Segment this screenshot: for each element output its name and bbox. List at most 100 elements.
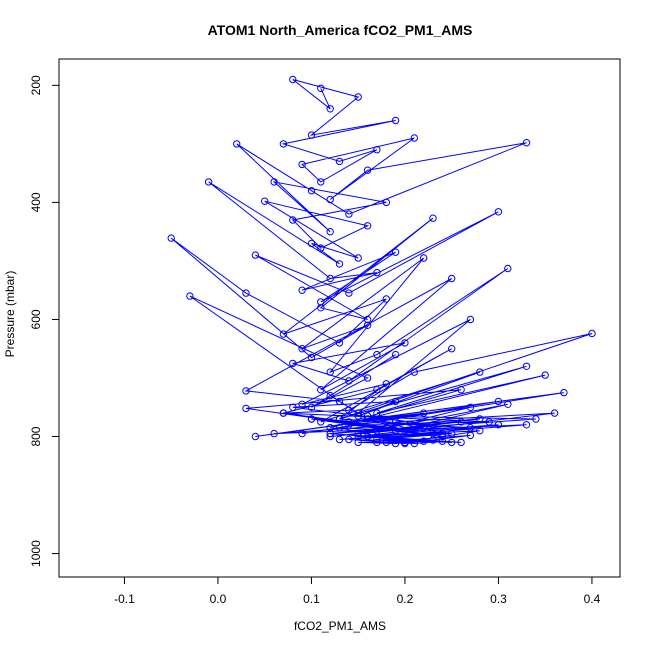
data-point	[382, 198, 390, 207]
data-point	[382, 380, 390, 388]
data-point	[420, 424, 428, 432]
data-point	[476, 368, 484, 376]
x-tick-label: 0.2	[397, 592, 414, 606]
data-point	[588, 329, 596, 338]
y-tick-label: 800	[29, 426, 43, 446]
x-tick-label: 0.3	[490, 592, 507, 606]
data-point	[204, 178, 213, 186]
data-point	[438, 432, 447, 441]
data-point	[373, 350, 381, 359]
data-point	[363, 166, 372, 174]
data-point	[391, 350, 400, 359]
plot-region	[167, 75, 596, 448]
data-point	[522, 139, 531, 147]
data-point	[335, 424, 344, 432]
data-point	[307, 353, 316, 362]
data-point	[242, 404, 250, 413]
data-point	[345, 289, 353, 297]
data-point	[560, 388, 568, 397]
data-point	[326, 195, 334, 204]
data-point	[233, 140, 241, 148]
data-point	[242, 289, 250, 297]
data-point	[345, 421, 353, 429]
data-point	[354, 412, 362, 420]
data-point	[261, 197, 269, 205]
data-point	[289, 403, 297, 411]
data-point	[438, 437, 447, 445]
x-tick-label: 0.0	[210, 592, 227, 606]
data-point	[289, 216, 297, 224]
data-point	[410, 427, 418, 435]
data-point	[307, 415, 316, 423]
y-tick-label: 600	[29, 309, 43, 329]
data-point	[354, 409, 362, 417]
x-axis-label: fCO2_PM1_AMS	[294, 619, 386, 633]
data-point	[504, 400, 512, 408]
y-tick-label: 1000	[29, 540, 43, 567]
data-point	[420, 409, 428, 417]
data-point	[317, 418, 325, 426]
data-point	[335, 397, 344, 406]
data-point	[410, 134, 418, 142]
y-tick-label: 400	[29, 192, 43, 212]
data-point	[448, 274, 456, 283]
data-point	[251, 432, 260, 441]
data-point	[345, 418, 353, 426]
data-point	[429, 436, 437, 444]
data-point	[307, 187, 316, 195]
data-point	[354, 429, 362, 438]
data-point	[373, 268, 381, 277]
data-point	[466, 424, 475, 432]
data-point	[391, 397, 400, 406]
data-point	[307, 403, 316, 411]
data-point	[420, 437, 428, 445]
data-point	[457, 418, 465, 426]
data-point	[363, 222, 372, 230]
data-point	[317, 304, 325, 312]
data-point	[363, 412, 372, 420]
data-point	[373, 438, 381, 447]
data-point	[363, 432, 372, 441]
data-point	[401, 339, 409, 347]
data-point	[391, 248, 400, 256]
data-point	[345, 435, 353, 444]
data-point	[410, 368, 418, 376]
data-point	[448, 438, 456, 447]
data-point	[317, 84, 325, 93]
data-point	[270, 178, 278, 186]
data-point	[326, 368, 334, 376]
data-point	[410, 439, 418, 448]
x-tick-label: -0.1	[114, 592, 135, 606]
data-point	[373, 427, 381, 435]
data-point	[242, 387, 250, 395]
data-point	[429, 214, 437, 222]
data-point	[457, 438, 465, 447]
data-point	[373, 146, 381, 154]
data-point	[476, 427, 484, 435]
y-axis-label: Pressure (mbar)	[3, 271, 17, 358]
x-tick-label: 0.4	[584, 592, 601, 606]
data-point	[391, 116, 400, 125]
data-point	[522, 362, 531, 370]
data-point	[279, 409, 288, 417]
data-point	[373, 435, 381, 444]
data-point	[429, 421, 437, 429]
data-point	[289, 75, 297, 84]
data-point	[326, 432, 334, 441]
data-point	[494, 397, 503, 406]
data-point	[317, 386, 325, 394]
data-point	[438, 429, 447, 438]
data-point	[401, 427, 409, 435]
data-point	[279, 330, 288, 338]
data-point	[391, 427, 400, 435]
data-point	[363, 315, 372, 324]
data-point	[382, 438, 390, 447]
data-point	[354, 254, 362, 262]
data-point	[522, 421, 531, 429]
data-point	[307, 239, 316, 248]
data-point	[373, 386, 381, 394]
data-point	[335, 415, 344, 423]
data-point	[335, 435, 344, 444]
